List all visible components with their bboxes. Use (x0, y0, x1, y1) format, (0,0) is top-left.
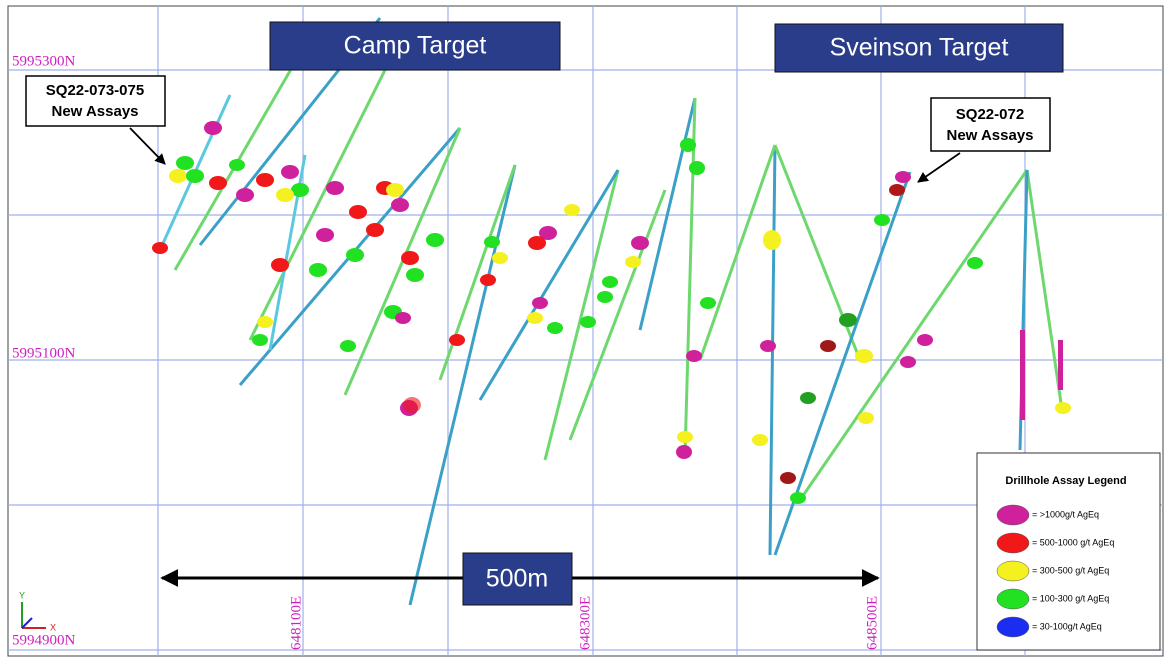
legend-swatch (996, 532, 1030, 554)
callout-box (930, 97, 1051, 152)
scale-bar: 500m (160, 552, 880, 606)
scale-label: 500m (486, 565, 549, 593)
axis-label: Y (19, 590, 25, 600)
easting-label: 648500E (864, 596, 880, 650)
axis-label: X (50, 622, 56, 632)
easting-label: 648300E (577, 596, 593, 650)
easting-label: 648100E (288, 596, 304, 650)
target-box (269, 21, 561, 71)
legend-label: = 500-1000 g/t AgEq (1032, 537, 1114, 547)
northing-label: 5994900N (12, 632, 76, 648)
legend-swatch (996, 504, 1030, 526)
northing-labels: 5995300N 5995100N 5994900N (12, 53, 76, 648)
callout-arrow (129, 127, 166, 165)
target-boxes: Camp Target Sveinson Target (269, 21, 1064, 73)
target-box (774, 23, 1064, 73)
legend-label: = >1000g/t AgEq (1032, 509, 1099, 519)
legend-label: = 100-300 g/t AgEq (1032, 593, 1109, 603)
legend-label: = 30-100g/t AgEq (1032, 621, 1102, 631)
callout-arrow (917, 152, 961, 183)
legend: Drillhole Assay Legend = >1000g/t AgEq = … (976, 452, 1161, 651)
legend-swatch (996, 588, 1030, 610)
callouts: SQ22-073-075 New Assays SQ22-072 New Ass… (25, 75, 1051, 183)
target-label: Camp Target (344, 32, 487, 60)
easting-labels: 648100E 648300E 648500E (288, 596, 880, 650)
callout-subtitle: New Assays (947, 127, 1034, 144)
legend-label: = 300-500 g/t AgEq (1032, 565, 1109, 575)
callout-title: SQ22-072 (956, 106, 1024, 123)
assay-intervals (152, 121, 1071, 504)
scale-box (462, 552, 573, 606)
target-label: Sveinson Target (830, 34, 1009, 62)
axis-icon: Y X (19, 590, 56, 632)
northing-label: 5995100N (12, 345, 76, 361)
northing-label: 5995300N (12, 53, 76, 69)
callout-box (25, 75, 166, 127)
callout-title: SQ22-073-075 (46, 82, 144, 99)
legend-swatch (996, 560, 1030, 582)
legend-swatch (996, 616, 1030, 638)
callout-subtitle: New Assays (52, 103, 139, 120)
legend-title: Drillhole Assay Legend (1005, 475, 1126, 487)
